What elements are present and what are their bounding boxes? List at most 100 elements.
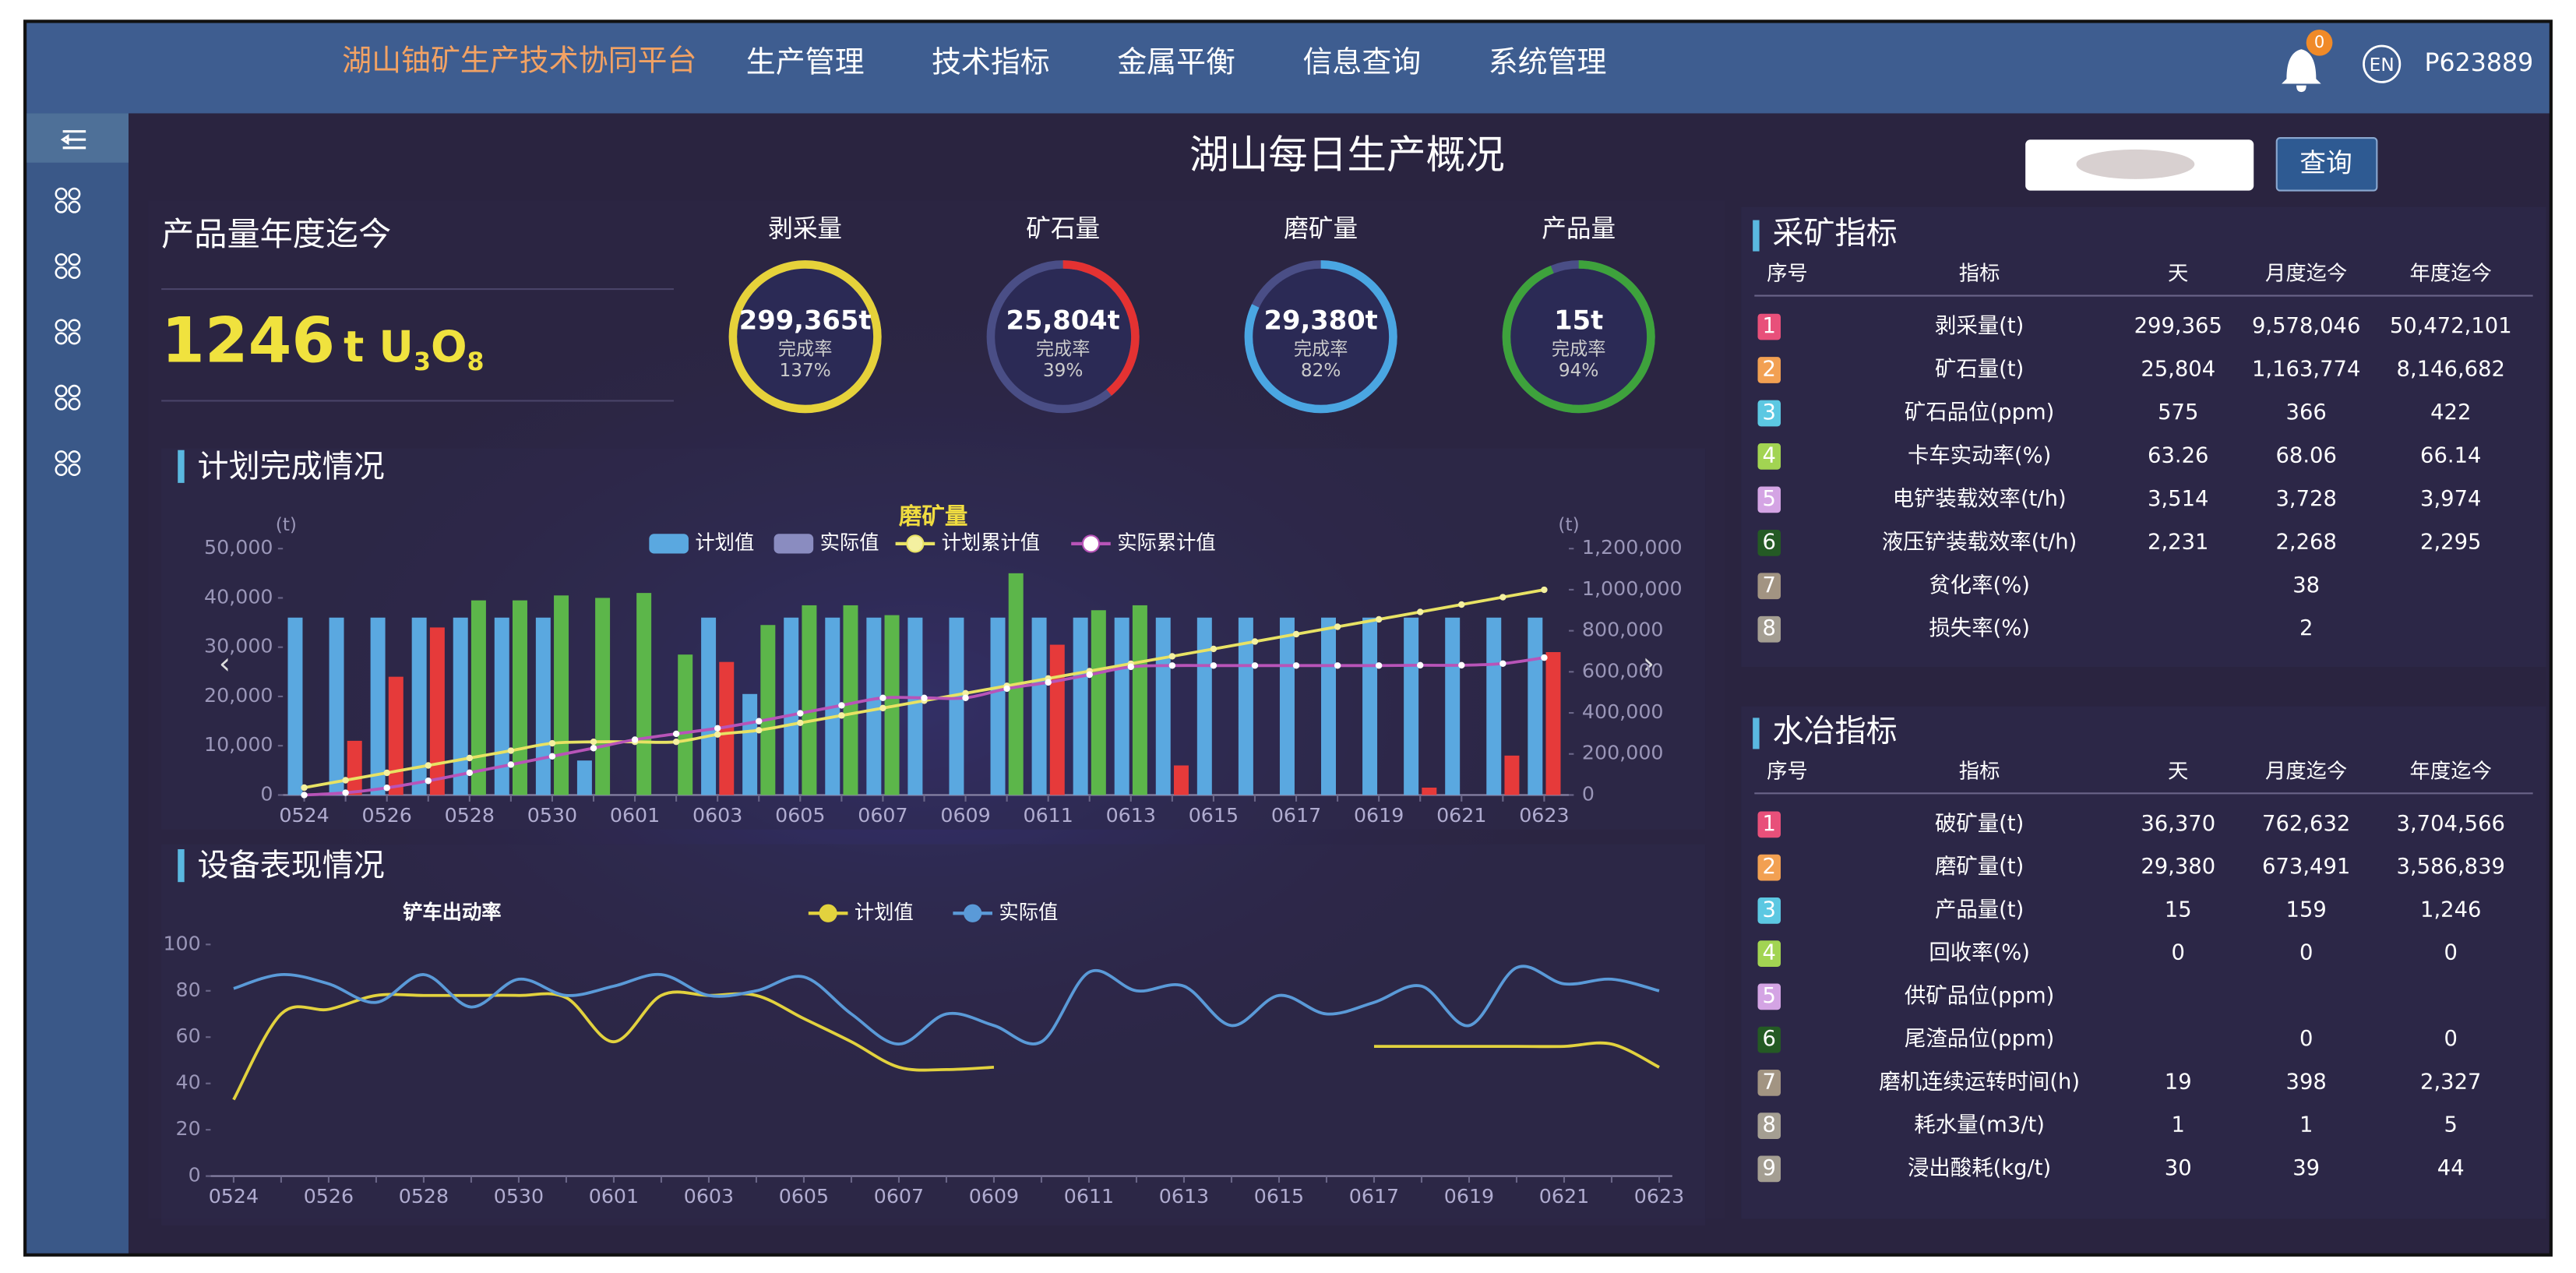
line-marker	[879, 704, 886, 712]
line-marker	[548, 753, 556, 760]
menu-icon	[68, 187, 81, 200]
line-marker	[672, 738, 680, 746]
table-title: 水冶指标	[1772, 713, 1897, 749]
y-unit: (t)	[276, 514, 297, 535]
line-marker	[1251, 662, 1259, 669]
bar	[1445, 617, 1461, 795]
next-arrow[interactable]: ›	[1643, 646, 1654, 680]
legend-swatch	[774, 534, 814, 554]
series-line	[232, 990, 1660, 1101]
bar	[370, 617, 386, 795]
y-tick-label: 0	[189, 1164, 201, 1187]
mining-panel	[1741, 206, 2546, 668]
table-cell: 0	[2444, 941, 2458, 965]
column-header: 序号	[1767, 263, 1808, 286]
bar	[1091, 610, 1106, 795]
line-marker	[797, 719, 804, 727]
nav-item[interactable]: 信息查询	[1303, 45, 1422, 79]
row-index: 5	[1763, 487, 1776, 511]
bar	[1486, 617, 1502, 795]
table-cell: 产品量(t)	[1935, 897, 2024, 922]
table-cell: 2,231	[2148, 530, 2208, 554]
row-index: 5	[1763, 984, 1776, 1008]
nav-item[interactable]: 技术指标	[932, 45, 1050, 79]
lang[interactable]: EN	[2370, 55, 2395, 76]
line-marker	[1417, 608, 1424, 615]
bar	[1422, 787, 1437, 795]
table-cell: 44	[2437, 1156, 2465, 1180]
column-header: 年度迄今	[2410, 760, 2492, 783]
panel-title: 设备表现情况	[198, 848, 385, 883]
row-index: 1	[1763, 314, 1776, 338]
row-badge	[1757, 897, 1781, 924]
y2-tick-label: 800,000	[1582, 619, 1664, 641]
legend-dot	[1081, 534, 1101, 553]
bar	[701, 617, 717, 795]
row-index: 4	[1763, 443, 1776, 467]
bar	[1196, 617, 1212, 795]
legend-label: 计划累计值	[942, 531, 1041, 554]
bar	[678, 654, 693, 795]
row-index: 7	[1763, 573, 1776, 598]
prev-arrow[interactable]: ‹	[219, 646, 231, 680]
line-marker	[1334, 623, 1341, 630]
table-cell: 0	[2172, 941, 2185, 965]
x-tick-label: 0524	[209, 1185, 259, 1208]
gauge-arc	[1502, 260, 1655, 414]
gauge-value: 299,365t	[739, 305, 872, 336]
menu-icon	[68, 450, 81, 464]
bar	[784, 617, 799, 795]
query-label[interactable]: 查询	[2299, 147, 2352, 178]
x-tick-label: 0619	[1354, 804, 1404, 827]
row-badge	[1757, 940, 1781, 967]
x-tick-label: 0528	[399, 1185, 449, 1208]
x-tick-label: 0623	[1519, 804, 1569, 827]
user-id[interactable]: P623889	[2425, 49, 2534, 77]
menu-icon	[68, 397, 81, 411]
y2-tick-label: 1,200,000	[1582, 536, 1683, 559]
line-marker	[797, 710, 804, 717]
bell-icon[interactable]	[2282, 49, 2321, 93]
nav-item[interactable]: 生产管理	[746, 45, 865, 79]
query-button[interactable]	[2275, 137, 2378, 192]
bar	[1545, 652, 1561, 795]
line-marker	[1292, 662, 1300, 669]
table-cell: 299,365	[2134, 314, 2222, 338]
table-cell: 液压铲装载效率(t/h)	[1882, 530, 2077, 554]
x-tick-label: 0619	[1444, 1185, 1494, 1208]
line-marker	[342, 777, 349, 784]
column-header: 天	[2168, 760, 2188, 783]
row-index: 3	[1763, 897, 1776, 922]
line-marker	[507, 747, 515, 754]
line-marker	[383, 785, 390, 792]
bar	[866, 617, 882, 795]
table-cell: 剥采量(t)	[1935, 314, 2024, 338]
line-marker	[962, 694, 969, 702]
menu-icon	[68, 319, 81, 332]
legend-label: 实际累计值	[1117, 531, 1216, 554]
line-marker	[1499, 660, 1506, 668]
table-cell: 398	[2286, 1070, 2327, 1094]
badge	[2306, 29, 2333, 56]
nav-item[interactable]: 系统管理	[1489, 45, 1607, 79]
y-tick-label: 30,000	[204, 635, 273, 658]
line-marker	[548, 739, 556, 747]
line-marker	[1541, 586, 1548, 594]
y2-tick-label: 1,000,000	[1582, 577, 1683, 600]
table-cell: 损失率(%)	[1929, 616, 2030, 640]
bar	[802, 605, 817, 795]
nav-item[interactable]: 金属平衡	[1117, 45, 1235, 79]
table-cell: 耗水量(m3/t)	[1914, 1113, 2045, 1137]
line-marker	[714, 731, 721, 738]
row-badge	[1757, 486, 1781, 513]
legend-dot	[964, 904, 982, 922]
sidebar-toggle[interactable]	[26, 113, 129, 163]
lang-circle[interactable]	[2363, 44, 2402, 83]
table-cell: 25,804	[2141, 358, 2215, 382]
line-marker	[879, 694, 886, 702]
table-cell: 3,728	[2275, 487, 2336, 511]
table-cell: 575	[2158, 400, 2198, 425]
x-tick-label: 0615	[1189, 804, 1239, 827]
x-tick-label: 0605	[779, 1185, 829, 1208]
table-cell: 366	[2286, 400, 2327, 425]
